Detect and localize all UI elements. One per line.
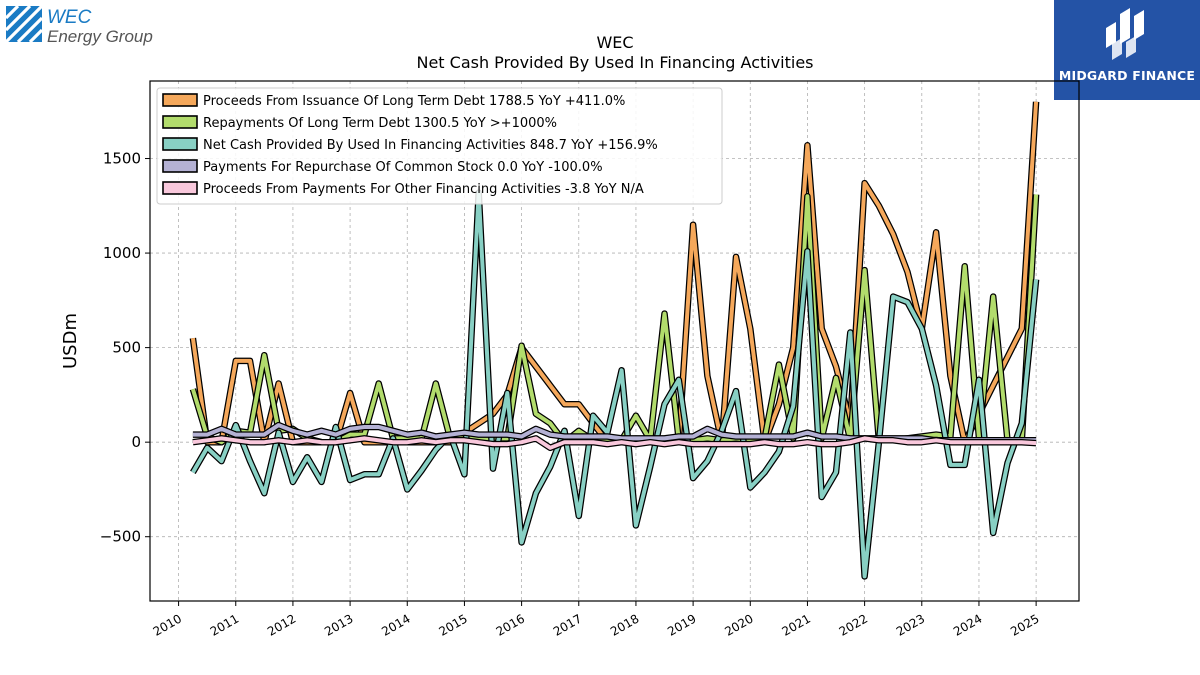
midgard-brand-text: MIDGARD FINANCE xyxy=(1058,68,1196,83)
x-tick-label: 2013 xyxy=(322,611,355,638)
y-tick-label: 1500 xyxy=(103,150,141,168)
x-tick-label: 2016 xyxy=(494,611,527,638)
chart-subtitle: Net Cash Provided By Used In Financing A… xyxy=(416,53,813,72)
legend-entry: Proceeds From Issuance Of Long Term Debt… xyxy=(203,94,625,109)
y-tick-label: 500 xyxy=(112,339,141,357)
x-tick-label: 2014 xyxy=(379,611,412,638)
y-axis: −500 0 500 1000 1500 xyxy=(100,150,150,546)
x-tick-label: 2023 xyxy=(894,611,927,638)
series-line xyxy=(192,436,1037,450)
y-tick-label: 1000 xyxy=(103,244,141,262)
series-3 xyxy=(192,421,1037,444)
midgard-finance-logo: MIDGARD FINANCE xyxy=(1054,0,1200,100)
legend-swatch xyxy=(162,137,198,151)
series-line xyxy=(191,190,1039,579)
wec-logo-mark-icon xyxy=(4,4,44,44)
legend: Proceeds From Issuance Of Long Term Debt… xyxy=(156,87,723,205)
x-tick-label: 2019 xyxy=(665,611,698,638)
y-axis-label: USDm xyxy=(60,313,81,369)
legend-swatch xyxy=(162,159,198,173)
x-tick-label: 2012 xyxy=(265,611,298,638)
wec-logo-line2: Energy Group xyxy=(47,27,153,46)
y-tick-label: 0 xyxy=(131,433,141,451)
legend-swatch xyxy=(162,93,198,107)
legend-entry: Repayments Of Long Term Debt 1300.5 YoY … xyxy=(203,116,557,131)
series-line-outline xyxy=(190,189,1040,580)
x-tick-label: 2022 xyxy=(837,611,870,638)
series-4 xyxy=(192,435,1037,452)
x-axis: 2010 2011 2012 2013 2014 2015 2016 2017 2018 2019… xyxy=(151,601,1042,639)
legend-entry: Payments For Repurchase Of Common Stock … xyxy=(203,160,603,175)
x-tick-label: 2021 xyxy=(779,611,812,638)
x-tick-label: 2018 xyxy=(608,611,641,638)
legend-swatch xyxy=(162,115,198,129)
y-tick-label: −500 xyxy=(100,528,141,546)
wec-logo-line1: WEC xyxy=(47,7,92,28)
series-2 xyxy=(190,189,1040,580)
series-lines xyxy=(189,101,1040,580)
x-tick-label: 2010 xyxy=(151,611,184,638)
x-tick-label: 2024 xyxy=(951,611,984,638)
wec-logo: WEC Energy Group xyxy=(4,4,166,46)
midgard-logo-mark-icon xyxy=(1106,8,1144,60)
x-tick-label: 2011 xyxy=(208,611,241,638)
legend-swatch xyxy=(162,181,198,195)
legend-entry: Proceeds From Payments For Other Financi… xyxy=(203,182,644,197)
x-tick-label: 2025 xyxy=(1008,611,1041,638)
series-line xyxy=(192,423,1037,443)
x-tick-label: 2017 xyxy=(551,611,584,638)
legend-box xyxy=(156,87,723,205)
chart-title: WEC xyxy=(596,33,633,52)
plot-frame xyxy=(149,80,1080,602)
x-tick-label: 2015 xyxy=(436,611,469,638)
legend-entry: Net Cash Provided By Used In Financing A… xyxy=(203,138,658,153)
x-tick-label: 2020 xyxy=(722,611,755,638)
